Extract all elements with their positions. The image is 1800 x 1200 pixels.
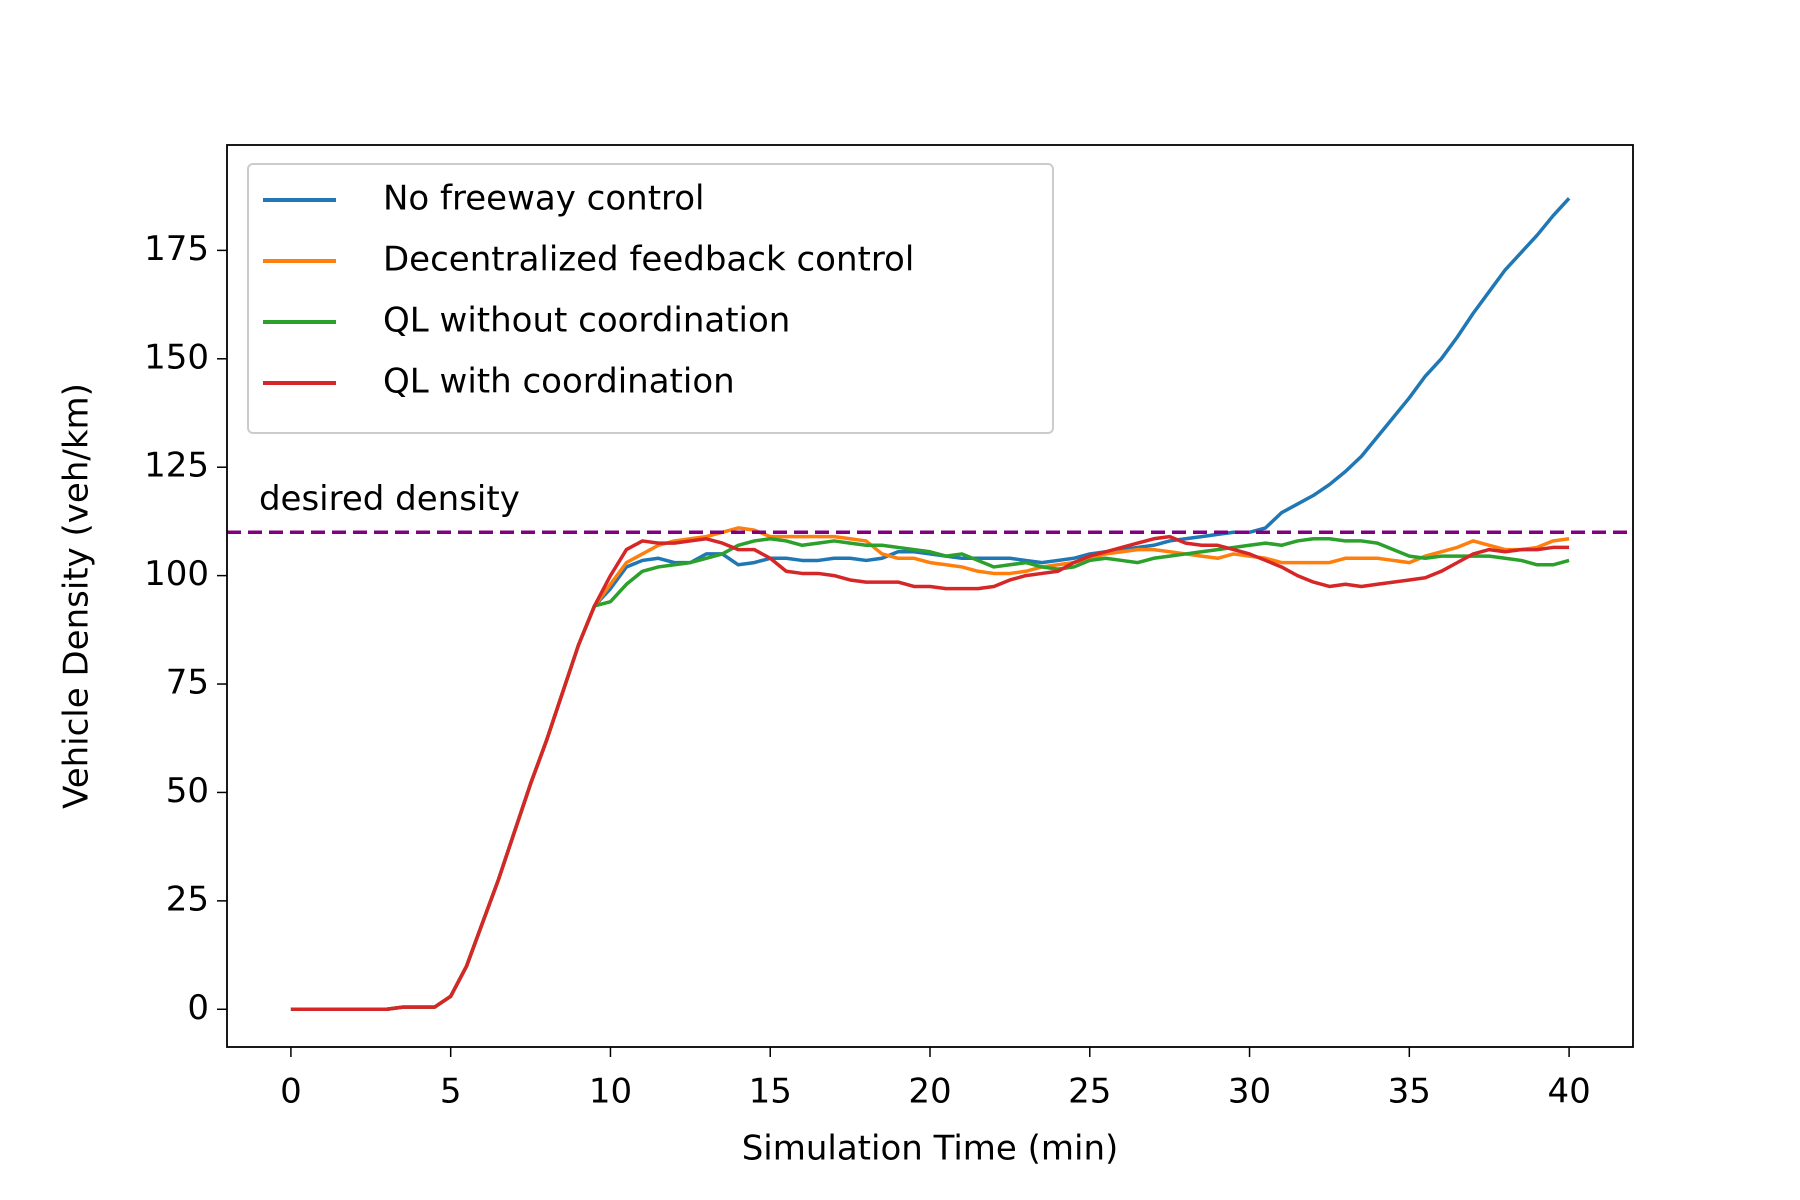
- x-tick-label: 0: [280, 1072, 302, 1112]
- plot-area: [227, 197, 1633, 1012]
- plot-frame: [226, 144, 1634, 1048]
- legend-label: No freeway control: [383, 179, 705, 219]
- y-tick-label: 100: [144, 554, 209, 594]
- legend-box: [247, 163, 1054, 434]
- reference-label: desired density: [259, 479, 520, 519]
- x-tick-label: 30: [1228, 1072, 1271, 1112]
- x-tick-label: 20: [908, 1072, 951, 1112]
- x-tick-label: 35: [1388, 1072, 1431, 1112]
- y-tick-label: 75: [166, 663, 209, 703]
- y-tick-label: 175: [144, 229, 209, 269]
- x-tick-label: 10: [589, 1072, 632, 1112]
- y-tick-label: 25: [166, 879, 209, 919]
- y-tick-label: 0: [187, 988, 209, 1028]
- x-axis-label: Simulation Time (min): [742, 1129, 1119, 1169]
- y-tick-label: 125: [144, 446, 209, 486]
- legend-label: QL without coordination: [383, 301, 790, 341]
- legend-label: Decentralized feedback control: [383, 240, 914, 280]
- x-tick-label: 25: [1068, 1072, 1111, 1112]
- series-line: [290, 534, 1570, 1012]
- y-tick-label: 150: [144, 337, 209, 377]
- y-tick-label: 50: [166, 771, 209, 811]
- x-tick-label: 15: [749, 1072, 792, 1112]
- x-tick-label: 5: [440, 1072, 462, 1112]
- legend-label: QL with coordination: [383, 362, 735, 402]
- y-axis-label: Vehicle Density (veh/km): [57, 383, 97, 809]
- x-tick-label: 40: [1547, 1072, 1590, 1112]
